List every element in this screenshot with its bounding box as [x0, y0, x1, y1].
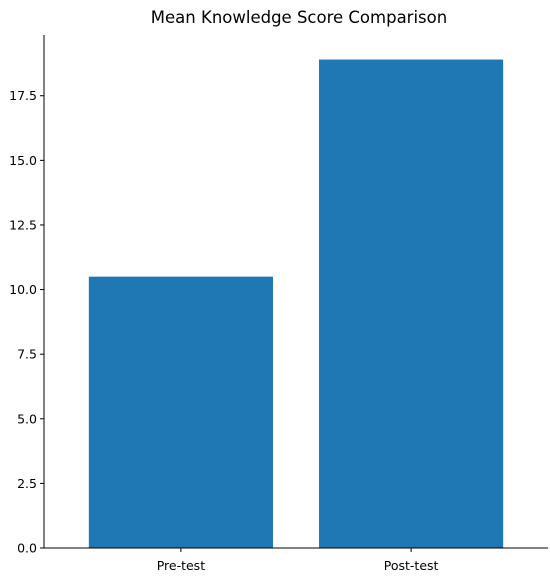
- y-tick-label: 2.5: [17, 476, 37, 491]
- x-tick-label: Pre-test: [157, 558, 205, 573]
- axes-layer: [43, 35, 548, 549]
- x-axis-ticks: Pre-test Post-test: [157, 548, 439, 573]
- y-tick-label: 10.0: [9, 282, 37, 297]
- x-tick-label: Post-test: [384, 558, 439, 573]
- y-tick-label: 5.0: [17, 411, 37, 426]
- y-axis-ticks: 0.0 2.5 5.0 7.5 10.0 12.5 15.0 17.5: [9, 88, 44, 556]
- y-tick-label: 0.0: [17, 541, 37, 556]
- bar-pre-test: [88, 276, 273, 548]
- bars-layer: [88, 59, 504, 548]
- y-tick-label: 17.5: [9, 88, 37, 103]
- y-tick-label: 12.5: [9, 217, 37, 232]
- y-tick-label: 7.5: [17, 347, 37, 362]
- chart-title: Mean Knowledge Score Comparison: [151, 8, 447, 27]
- y-tick-label: 15.0: [9, 153, 37, 168]
- bar-post-test: [319, 59, 504, 548]
